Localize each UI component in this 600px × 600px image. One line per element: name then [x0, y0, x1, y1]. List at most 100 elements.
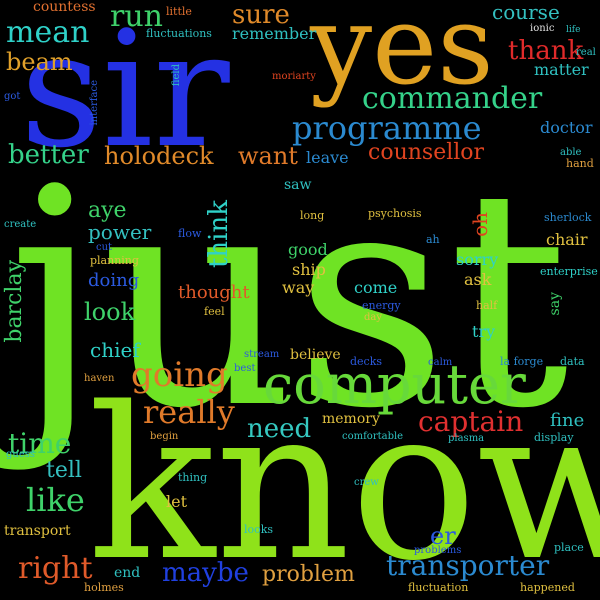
word-happened: happened	[520, 581, 575, 594]
word-psychosis: psychosis	[368, 207, 422, 220]
word-saw: saw	[284, 177, 312, 193]
word-say: say	[547, 292, 563, 316]
word-stream: stream	[244, 349, 280, 360]
word-calm: calm	[428, 357, 453, 368]
word-decks: decks	[350, 355, 383, 368]
word-holodeck: holodeck	[104, 142, 214, 170]
word-countess: countess	[33, 0, 96, 15]
word-commander: commander	[362, 81, 543, 116]
word-know: know	[88, 362, 600, 600]
word-half: half	[476, 299, 498, 312]
word-ask: ask	[464, 270, 492, 289]
word-yes: yes	[310, 0, 494, 109]
word-counsellor: counsellor	[368, 140, 485, 165]
word-think: think	[204, 200, 234, 269]
word-transporter: transporter	[386, 549, 550, 582]
word-sherlock: sherlock	[544, 211, 592, 224]
word-want: want	[238, 142, 298, 170]
word-field: field	[171, 64, 182, 87]
word-best: best	[234, 363, 256, 374]
word-able: able	[560, 147, 582, 158]
word-remember: remember	[232, 24, 317, 43]
word-let: let	[166, 492, 188, 511]
word-beam: beam	[6, 48, 73, 76]
word-problem: problem	[262, 562, 355, 587]
word-haven: haven	[84, 373, 115, 384]
word-come: come	[354, 278, 398, 297]
word-feel: feel	[204, 305, 225, 318]
word-ionic: ionic	[530, 23, 555, 34]
word-right: right	[18, 551, 93, 586]
word-mean: mean	[6, 15, 90, 50]
word-barclay: barclay	[2, 260, 27, 343]
word-thank: thank	[508, 36, 584, 66]
word-fluctuation: fluctuation	[408, 581, 469, 594]
word-oh: oh	[468, 212, 492, 237]
word-aye: aye	[88, 198, 127, 223]
word-planning: planning	[90, 254, 139, 267]
word-plasma: plasma	[448, 433, 485, 444]
word-display: display	[534, 431, 574, 444]
word-hand: hand	[566, 157, 594, 170]
word-sure: sure	[232, 0, 290, 30]
word-try: try	[472, 322, 496, 341]
word-place: place	[554, 541, 584, 554]
word-time: time	[8, 427, 72, 460]
word-real: real	[576, 47, 596, 58]
word-data: data	[560, 355, 585, 368]
word-better: better	[8, 140, 89, 170]
word-like: like	[26, 481, 85, 519]
word-er: er	[430, 522, 456, 550]
word-good: good	[288, 240, 328, 259]
word-just: just	[8, 125, 569, 474]
word-programme: programme	[292, 109, 482, 147]
word-ah: ah	[426, 233, 440, 246]
word-transport: transport	[4, 523, 71, 539]
word-life: life	[566, 25, 581, 35]
word-course: course	[492, 0, 560, 24]
word-guess: guess	[6, 449, 36, 460]
word-going: going	[131, 355, 228, 395]
word-tell: tell	[46, 458, 82, 483]
word-ship: ship	[292, 260, 326, 279]
word-matter: matter	[534, 60, 589, 79]
word-fine: fine	[550, 410, 585, 431]
word-fluctuations: fluctuations	[146, 27, 212, 40]
word-flow: flow	[178, 227, 202, 240]
word-captain: captain	[418, 405, 524, 438]
word-doing: doing	[88, 270, 140, 291]
word-got: got	[4, 91, 21, 102]
word-look: look	[84, 298, 136, 326]
word-long: long	[300, 209, 325, 222]
word-sorry: sorry	[456, 250, 499, 269]
word-looks: looks	[244, 523, 274, 536]
word-run: run	[110, 0, 163, 34]
word-power: power	[88, 220, 152, 244]
word-doctor: doctor	[540, 118, 593, 137]
word-really: really	[143, 393, 235, 431]
word-believe: believe	[290, 347, 341, 363]
word-create: create	[4, 219, 37, 230]
word-maybe: maybe	[162, 558, 249, 588]
word-day: day	[364, 312, 383, 323]
word-begin: begin	[150, 431, 179, 442]
word-moriarty: moriarty	[272, 71, 316, 82]
word-thing: thing	[178, 471, 208, 484]
word-little: little	[166, 5, 192, 18]
word-energy: energy	[362, 299, 401, 312]
word-interface: interface	[89, 80, 100, 126]
word-crew: crew	[354, 477, 379, 488]
word-cut: cut	[96, 242, 113, 253]
word-chief: chief	[90, 338, 140, 362]
word-sir: sir	[20, 0, 230, 183]
word-leave: leave	[306, 148, 349, 167]
word-enterprise: enterprise	[540, 265, 598, 278]
word-end: end	[114, 565, 141, 581]
word-way: way	[282, 278, 315, 297]
word-chair: chair	[546, 230, 588, 249]
word-thought: thought	[178, 282, 250, 303]
word-la-forge: la forge	[500, 355, 544, 368]
word-problems: problems	[414, 545, 462, 556]
word-holmes: holmes	[84, 581, 124, 594]
